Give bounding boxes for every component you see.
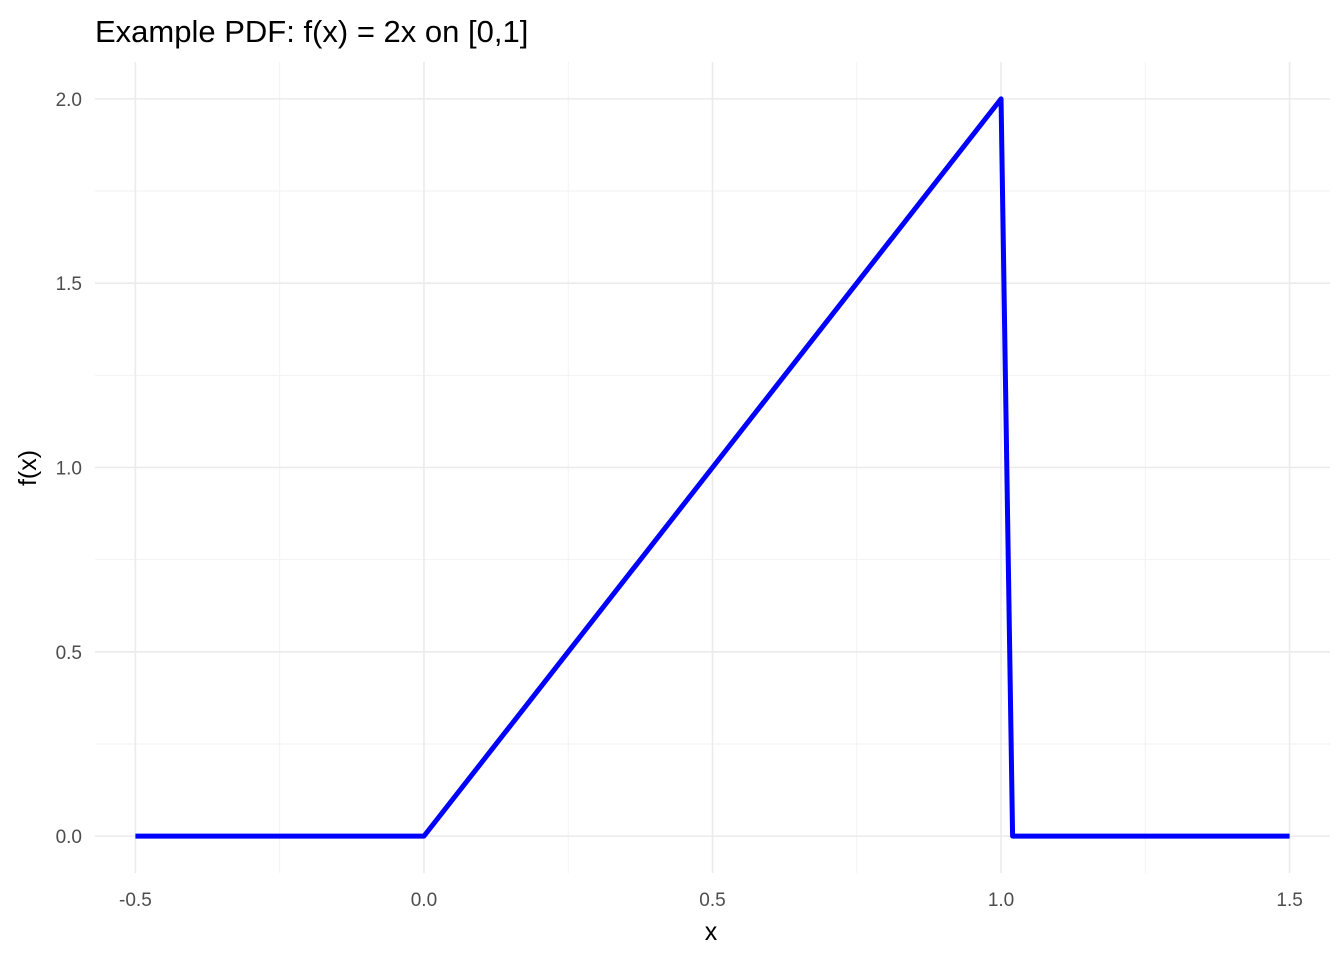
x-axis-tick-labels: -0.5 0.0 0.5 1.0 1.5: [119, 890, 1303, 911]
x-axis-title: x: [705, 918, 718, 946]
y-tick-label: 2.0: [56, 90, 82, 111]
x-tick-label: 1.0: [988, 890, 1014, 911]
y-tick-label: 0.0: [56, 827, 82, 848]
x-tick-label: 0.5: [699, 890, 725, 911]
y-tick-label: 1.0: [56, 459, 82, 480]
pdf-series-line: [135, 96, 1290, 839]
x-tick-label: 1.5: [1276, 890, 1302, 911]
y-axis-title: f(x): [14, 450, 42, 486]
chart-title: Example PDF: f(x) = 2x on [0,1]: [95, 14, 528, 49]
y-tick-label: 0.5: [56, 643, 82, 664]
series-layer: [135, 96, 1290, 839]
y-tick-label: 1.5: [56, 274, 82, 295]
x-tick-label: 0.0: [411, 890, 437, 911]
x-tick-label: -0.5: [119, 890, 152, 911]
y-axis-tick-labels: 0.0 0.5 1.0 1.5 2.0: [56, 90, 82, 848]
